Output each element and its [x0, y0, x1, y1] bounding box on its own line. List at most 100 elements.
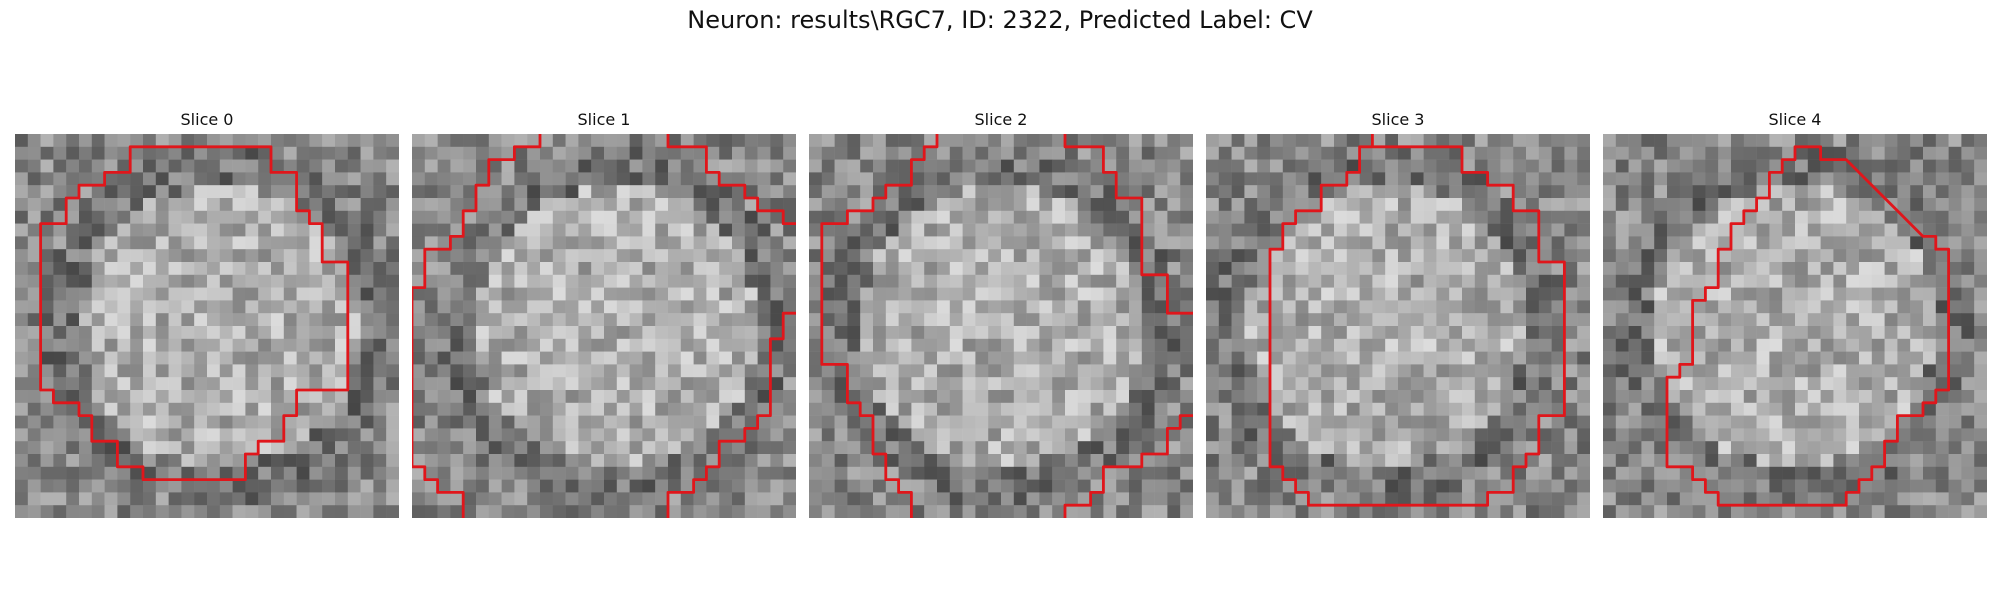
pixel [1615, 313, 1629, 327]
pixel [540, 377, 554, 391]
pixel [809, 134, 823, 148]
pixel [1551, 402, 1565, 416]
pixel [347, 185, 361, 199]
pixel [604, 210, 618, 224]
pixel [1103, 364, 1117, 378]
pixel [911, 415, 925, 429]
pixel [1423, 223, 1437, 237]
pixel [1769, 159, 1783, 173]
pixel [1743, 377, 1757, 391]
pixel [719, 390, 733, 404]
pixel [1641, 249, 1655, 263]
pixel [1871, 428, 1885, 442]
pixel [219, 326, 233, 340]
pixel [1654, 377, 1668, 391]
pixel [1974, 185, 1987, 199]
pixel [476, 466, 490, 480]
pixel [962, 326, 976, 340]
pixel [1654, 146, 1668, 160]
pixel [1154, 249, 1168, 263]
pixel [1884, 172, 1898, 186]
pixel [1692, 262, 1706, 276]
pixel [668, 159, 682, 173]
pixel [1398, 172, 1412, 186]
pixel [1436, 364, 1450, 378]
pixel [27, 198, 41, 212]
pixel [1077, 300, 1091, 314]
pixel [578, 198, 592, 212]
pixel [1346, 454, 1360, 468]
pixel [181, 223, 195, 237]
pixel [360, 274, 374, 288]
pixel [245, 172, 259, 186]
pixel [1270, 287, 1284, 301]
pixel [1500, 454, 1514, 468]
pixel [1090, 210, 1104, 224]
pixel [1308, 454, 1322, 468]
pixel [1129, 454, 1143, 468]
pixel [821, 287, 835, 301]
pixel [1103, 287, 1117, 301]
pixel [463, 274, 477, 288]
pixel [1679, 287, 1693, 301]
pixel [770, 262, 784, 276]
pixel [1257, 415, 1271, 429]
pixel [1526, 479, 1540, 493]
pixel [232, 287, 246, 301]
pixel [155, 223, 169, 237]
pixel [1628, 415, 1642, 429]
pixel [1884, 441, 1898, 455]
pixel [1001, 134, 1015, 148]
pixel [1692, 236, 1706, 250]
pixel [834, 185, 848, 199]
pixel [1270, 441, 1284, 455]
pixel [1116, 428, 1130, 442]
segmentation-contour [820, 134, 939, 518]
pixel [296, 274, 310, 288]
pixel [1206, 300, 1220, 314]
pixel [1039, 146, 1053, 160]
pixel [1231, 249, 1245, 263]
pixel [271, 185, 285, 199]
pixel [655, 134, 669, 148]
pixel [1013, 134, 1027, 148]
pixel [719, 223, 733, 237]
pixel [578, 390, 592, 404]
slice-title: Slice 2 [974, 110, 1028, 129]
pixel [1935, 441, 1949, 455]
pixel [1141, 134, 1155, 148]
pixel [604, 172, 618, 186]
pixel [1538, 390, 1552, 404]
pixel [1807, 415, 1821, 429]
pixel [1154, 479, 1168, 493]
pixel [604, 134, 618, 148]
pixel [296, 134, 310, 148]
pixel [527, 172, 541, 186]
pixel [1935, 210, 1949, 224]
pixel [1077, 428, 1091, 442]
pixel [732, 351, 746, 365]
pixel [1090, 249, 1104, 263]
pixel [1077, 377, 1091, 391]
pixel [424, 390, 438, 404]
pixel [1871, 479, 1885, 493]
pixel [1756, 287, 1770, 301]
pixel [604, 338, 618, 352]
pixel [168, 249, 182, 263]
pixel [898, 454, 912, 468]
pixel [424, 351, 438, 365]
pixel [219, 454, 233, 468]
pixel [937, 134, 951, 148]
pixel [245, 326, 259, 340]
pixel [1769, 274, 1783, 288]
pixel [1026, 146, 1040, 160]
pixel [1218, 249, 1232, 263]
pixel [821, 249, 835, 263]
pixel [860, 274, 874, 288]
pixel [962, 210, 976, 224]
pixel [719, 326, 733, 340]
pixel [1270, 390, 1284, 404]
pixel [232, 313, 246, 327]
pixel [1462, 210, 1476, 224]
pixel [1026, 134, 1040, 148]
